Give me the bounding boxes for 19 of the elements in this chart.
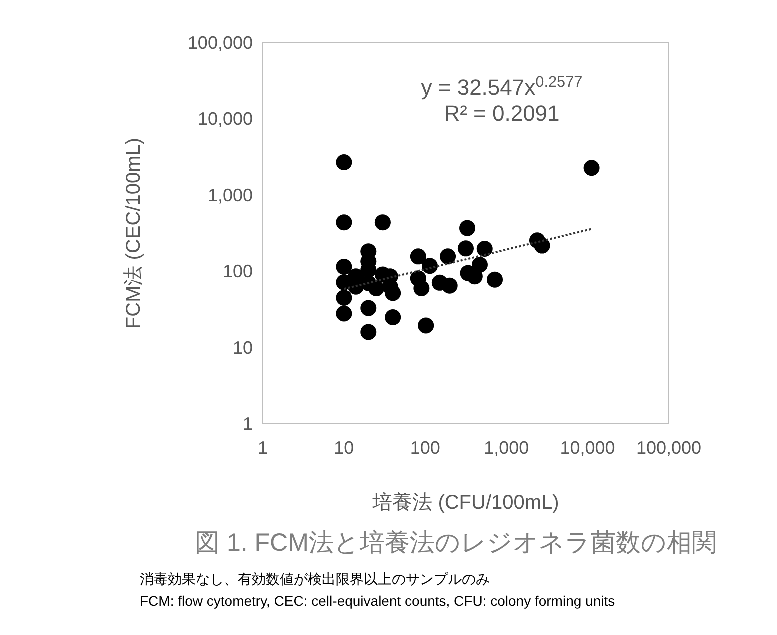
x-tick-label: 1 bbox=[258, 438, 268, 458]
y-tick-label: 10 bbox=[232, 338, 253, 358]
y-tick-label: 10,000 bbox=[198, 109, 253, 130]
x-tick-label: 100,000 bbox=[636, 438, 702, 458]
x-axis-title: 培養法 (CFU/100mL) bbox=[372, 492, 560, 514]
annotation: y = 32.547x$^{0.2577}$ bbox=[421, 74, 583, 100]
text: 消毒効果なし、有効数値が検出限界以上のサンプルのみ bbox=[140, 571, 490, 587]
y-axis-title: FCM法 (CEC/100mL) bbox=[123, 138, 145, 330]
y-tick-label: 100 bbox=[222, 262, 253, 282]
y-tick-label: 1,000 bbox=[208, 185, 253, 206]
x-tick-label: 100 bbox=[410, 438, 440, 458]
annotation: R² = 0.2091 bbox=[444, 101, 560, 126]
y-tick-label: 1 bbox=[242, 414, 253, 434]
text: 図 1. FCM法と培養法のレジオネラ菌数の相関 bbox=[195, 529, 717, 557]
x-tick-label: 10,000 bbox=[560, 438, 616, 458]
x-tick-label: 1,000 bbox=[484, 438, 530, 458]
y-tick-label: 100,000 bbox=[188, 33, 253, 53]
x-tick-label: 10 bbox=[334, 438, 354, 458]
text: FCM: flow cytometry, CEC: cell-equivalent counts, CFU: colony forming units bbox=[140, 593, 616, 609]
